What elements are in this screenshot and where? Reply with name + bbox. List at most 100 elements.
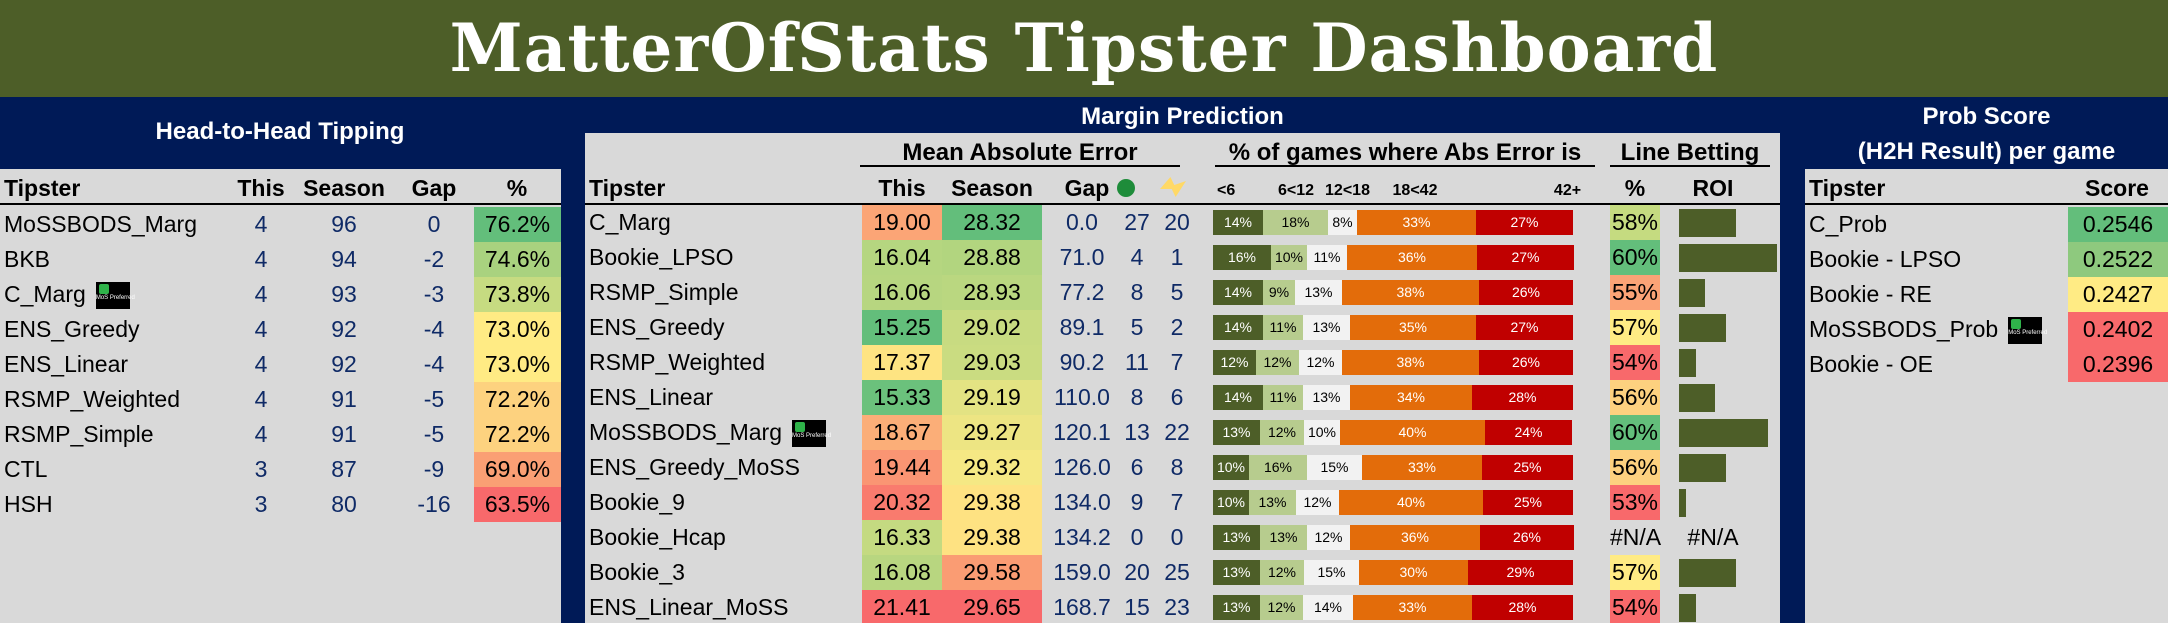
bucket-segment: 13% xyxy=(1213,595,1260,620)
bucket-segment: 16% xyxy=(1249,455,1307,480)
badge-text: MoS Preferred xyxy=(2008,330,2048,337)
roi-value: #N/A xyxy=(1687,524,1739,550)
count-this: 4 xyxy=(1130,244,1144,270)
count-season: 7 xyxy=(1170,349,1184,375)
bucket-segment: 26% xyxy=(1480,525,1574,550)
table-row: BKB 4 94 -2 74.6% xyxy=(0,242,561,277)
roi-bar xyxy=(1679,489,1686,517)
roi-bar xyxy=(1679,384,1715,412)
tipster-name: Bookie_LPSO xyxy=(589,244,734,270)
tipster-name: MoSSBODS_Marg xyxy=(4,211,198,237)
season-value: 94 xyxy=(331,246,357,272)
table-row: Bookie_9 20.32 29.38 134.0 9 7 10% 13% 12% 40% 25%… xyxy=(585,485,1780,520)
header-underline xyxy=(1805,203,2168,205)
pct-value: 72.2% xyxy=(474,382,561,417)
season-value: 91 xyxy=(331,386,357,412)
gap-value: -5 xyxy=(423,386,445,412)
bucket-segment: 12% xyxy=(1307,525,1350,550)
gap-value: -2 xyxy=(423,246,445,272)
bucket-segment: 13% xyxy=(1213,420,1260,445)
bucket-segment: 12% xyxy=(1213,350,1256,375)
pct-group-header: % of games where Abs Error is xyxy=(1228,139,1582,166)
table-row: Bookie_Hcap 16.33 29.38 134.2 0 0 13% 13% 12% 36%… xyxy=(585,520,1780,555)
line-pct: 56% xyxy=(1610,380,1660,415)
bucket-segment: 35% xyxy=(1350,315,1476,340)
count-this: 20 xyxy=(1124,559,1150,585)
header-underline xyxy=(585,203,1780,205)
pct-value: 72.2% xyxy=(474,417,561,452)
table-row: C_Marg 19.00 28.32 0.0 27 20 14% 18% 8% 33% 27% 58% xyxy=(585,205,1780,240)
season-value: 92 xyxy=(331,351,357,377)
bucket-segment: 36% xyxy=(1350,525,1480,550)
tipster-name: RSMP_Weighted xyxy=(589,349,765,375)
line-pct: 57% xyxy=(1610,310,1660,345)
line-pct: 58% xyxy=(1610,205,1660,240)
prob-score: 0.2402 xyxy=(2068,312,2168,347)
count-season: 8 xyxy=(1170,454,1184,480)
bucket-segment: 40% xyxy=(1340,420,1485,445)
line-pct: 54% xyxy=(1610,345,1660,380)
margin-header-gap: Gap xyxy=(1064,175,1110,201)
this-value: 4 xyxy=(254,386,268,412)
table-row: Bookie - RE 0.2427 xyxy=(1805,277,2168,312)
tipster-name: MoSSBODS_Marg MoS Preferred xyxy=(589,415,831,450)
mos-preferred-badge: MoS Preferred xyxy=(792,420,831,448)
bucket-segment: 13% xyxy=(1213,560,1260,585)
prob-score: 0.2427 xyxy=(2068,277,2168,312)
bucket-segment: 13% xyxy=(1295,280,1342,305)
tipster-name: RSMP_Simple xyxy=(589,279,739,305)
mae-season: 29.38 xyxy=(942,485,1042,520)
mae-this: 15.33 xyxy=(862,380,942,415)
tipster-name-text: MoSSBODS_Marg xyxy=(589,419,783,445)
check-icon xyxy=(98,284,109,295)
h2h-header-season: Season xyxy=(303,175,385,201)
mae-season: 29.58 xyxy=(942,555,1042,590)
line-pct: 57% xyxy=(1610,555,1660,590)
mae-season: 29.27 xyxy=(942,415,1042,450)
mos-preferred-badge: MoS Preferred xyxy=(95,282,135,310)
bucket-segment: 38% xyxy=(1342,280,1479,305)
bucket-segment: 25% xyxy=(1483,490,1573,515)
count-season: 5 xyxy=(1170,279,1184,305)
bucket-segment: 40% xyxy=(1339,490,1483,515)
tipster-name-text: MoSSBODS_Prob xyxy=(1809,316,1999,342)
mae-gap: 134.2 xyxy=(1053,524,1111,550)
bucket-segment: 12% xyxy=(1260,560,1304,585)
h2h-header-pct: % xyxy=(506,175,528,201)
bucket-segment: 11% xyxy=(1263,385,1303,410)
count-season: 1 xyxy=(1170,244,1184,270)
gap-value: -4 xyxy=(423,316,445,342)
margin-section-title: Margin Prediction xyxy=(1081,103,1284,130)
count-season: 23 xyxy=(1164,594,1190,620)
tipster-name: ENS_Linear xyxy=(4,351,129,377)
table-row: ENS_Greedy 15.25 29.02 89.1 5 2 14% 11% 13% 35% 27… xyxy=(585,310,1780,345)
count-season: 25 xyxy=(1164,559,1190,585)
mae-gap: 120.1 xyxy=(1053,419,1111,445)
bucket-segment: 13% xyxy=(1303,315,1350,340)
prob-header-tipster: Tipster xyxy=(1809,175,1886,201)
bucket-label: 42+ xyxy=(1553,182,1582,199)
roi-bar xyxy=(1679,314,1726,342)
gap-value: -9 xyxy=(423,456,445,482)
count-this: 9 xyxy=(1130,489,1144,515)
roi-bar xyxy=(1679,279,1705,307)
bucket-segment: 28% xyxy=(1472,595,1573,620)
roi-bar xyxy=(1679,559,1736,587)
table-row: ENS_Linear 15.33 29.19 110.0 8 6 14% 11% 13% 34% 2… xyxy=(585,380,1780,415)
bucket-segment: 27% xyxy=(1477,245,1574,270)
bucket-segment: 15% xyxy=(1307,455,1362,480)
bucket-segment: 30% xyxy=(1359,560,1468,585)
table-row: RSMP_Simple 4 91 -5 72.2% xyxy=(0,417,561,452)
bucket-segment: 15% xyxy=(1304,560,1359,585)
table-row: CTL 3 87 -9 69.0% xyxy=(0,452,561,487)
table-row: Bookie_3 16.08 29.58 159.0 20 25 13% 12% 15% 30% 2… xyxy=(585,555,1780,590)
season-value: 96 xyxy=(331,211,357,237)
mae-gap: 159.0 xyxy=(1053,559,1111,585)
pct-value: 63.5% xyxy=(474,487,561,522)
bucket-segment: 12% xyxy=(1256,350,1299,375)
bucket-segment: 25% xyxy=(1482,455,1573,480)
margin-header-pct: % xyxy=(1624,175,1646,201)
bucket-segment: 9% xyxy=(1263,280,1295,305)
bucket-segment: 13% xyxy=(1213,525,1260,550)
bucket-segment: 11% xyxy=(1263,315,1303,340)
